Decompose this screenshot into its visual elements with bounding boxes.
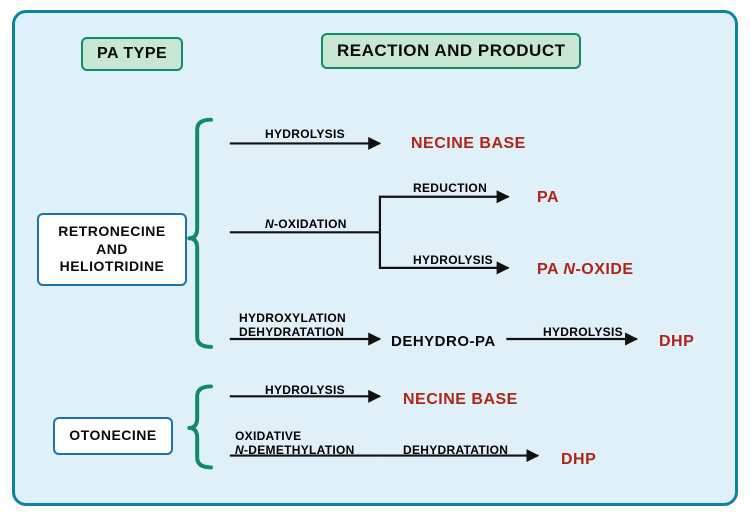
- brace-oto: [189, 386, 211, 467]
- lbl-reduction: REDUCTION: [413, 181, 487, 195]
- p-pa-noxide: PA N-OXIDE: [537, 261, 634, 279]
- header-pa-type: PA TYPE: [81, 37, 183, 71]
- lbl-hydrolysis-3: HYDROLYSIS: [543, 325, 623, 339]
- p-dhp-2: DHP: [561, 451, 596, 469]
- lbl-hydrolysis-4: HYDROLYSIS: [265, 383, 345, 397]
- brace-retro: [189, 120, 211, 347]
- p-pa: PA: [537, 189, 559, 207]
- p-dhp-1: DHP: [659, 333, 694, 351]
- diagram-frame: PA TYPE REACTION AND PRODUCT RETRONECINE…: [12, 10, 738, 506]
- i-dehydro-pa: DEHYDRO-PA: [391, 333, 496, 350]
- lbl-hydrox-dehyd: HYDROXYLATIONDEHYDRATATION: [239, 311, 346, 339]
- p-necine-2: NECINE BASE: [403, 391, 518, 409]
- pa-box-line: HELIOTRIDINE: [49, 258, 175, 276]
- header-reaction-product: REACTION AND PRODUCT: [321, 33, 581, 69]
- pa-box-retronecine-heliotridine: RETRONECINE AND HELIOTRIDINE: [37, 213, 187, 286]
- pa-box-line: AND: [49, 241, 175, 259]
- pa-box-otonecine: OTONECINE: [53, 417, 173, 455]
- lbl-n-oxidation: N-OXIDATION: [265, 217, 347, 231]
- p-necine-1: NECINE BASE: [411, 135, 526, 153]
- lbl-hydrolysis-1: HYDROLYSIS: [265, 127, 345, 141]
- lbl-hydrolysis-2: HYDROLYSIS: [413, 253, 493, 267]
- lbl-dehyd-2: DEHYDRATATION: [403, 443, 508, 457]
- arrow-r2a_up: [380, 197, 508, 233]
- pa-box-line: RETRONECINE: [49, 223, 175, 241]
- lbl-ox-n-demeth: OXIDATIVEN-DEMETHYLATION: [235, 429, 355, 457]
